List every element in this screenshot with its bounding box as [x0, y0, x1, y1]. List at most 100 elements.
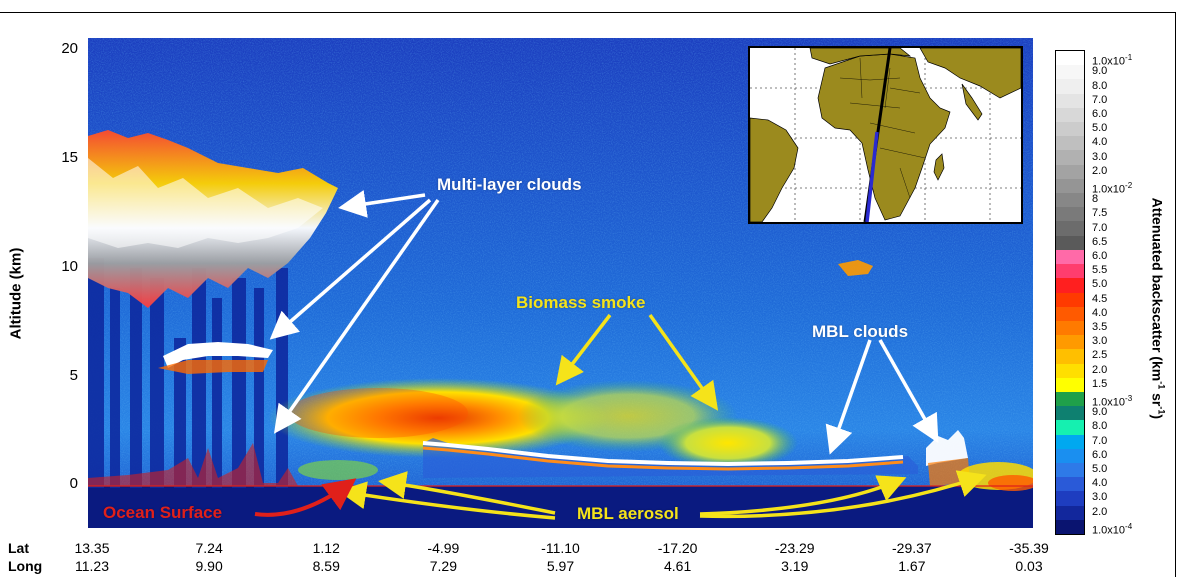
colorbar-tick-label: 4.0	[1092, 306, 1108, 319]
colorbar-segment	[1056, 278, 1084, 293]
y-tick-label: 0	[69, 475, 78, 493]
colorbar-tick-label: 8.0	[1092, 420, 1108, 433]
biomass-smoke-label: Biomass smoke	[516, 293, 646, 312]
colorbar-segment	[1056, 51, 1084, 66]
x-tick-label: -17.20	[657, 540, 698, 556]
colorbar-segment	[1056, 420, 1084, 436]
colorbar-segment	[1056, 320, 1084, 336]
colorbar-tick-label: 3.0	[1092, 335, 1108, 348]
x-row-label: Long	[8, 558, 43, 574]
colorbar-segment	[1056, 178, 1084, 194]
colorbar-segment	[1056, 448, 1084, 464]
colorbar-segment	[1056, 221, 1084, 237]
mbl-clouds-label: MBL clouds	[812, 322, 909, 341]
colorbar-segment	[1056, 207, 1084, 222]
colorbar-segment	[1056, 136, 1084, 151]
colorbar-segment	[1056, 306, 1084, 322]
colorbar-tick-label: 2.0	[1092, 505, 1108, 518]
backscatter-curtain-plot	[88, 38, 1033, 528]
x-tick-label: 7.29	[429, 558, 457, 574]
colorbar-segment	[1056, 363, 1084, 379]
colorbar-segment	[1056, 391, 1084, 407]
colorbar-tick-label: 6.0	[1092, 249, 1108, 262]
africa-landmass	[817, 53, 951, 221]
colorbar-segment	[1056, 122, 1084, 137]
x-tick-label: 4.61	[664, 558, 692, 574]
colorbar-tick-label: 4.0	[1092, 136, 1108, 149]
colorbar-segment	[1056, 335, 1084, 350]
colorbar-tick-label: 9.0	[1092, 406, 1108, 419]
colorbar-segment	[1056, 519, 1084, 535]
colorbar-segment	[1056, 349, 1084, 365]
y-tick-label: 15	[61, 148, 78, 166]
midlevel-cloud	[163, 342, 273, 368]
multi-layer-clouds-label: Multi-layer clouds	[437, 175, 582, 194]
colorbar-tick-label: 2.0	[1092, 164, 1108, 177]
colorbar-tick-label: 4.5	[1092, 292, 1108, 305]
asia-landmass	[919, 48, 1021, 99]
y-tick-label: 10	[61, 257, 78, 275]
colorbar	[1055, 50, 1085, 535]
colorbar-segment	[1056, 377, 1084, 393]
orbit-track-inset-map	[748, 46, 1023, 224]
colorbar-tick-label: 6.0	[1092, 107, 1108, 120]
colorbar-segment	[1056, 406, 1084, 421]
colorbar-segment	[1056, 107, 1084, 123]
colorbar-segment	[1056, 65, 1084, 80]
colorbar-segment	[1056, 477, 1084, 492]
colorbar-tick-label: 9.0	[1092, 65, 1108, 78]
colorbar-tick-label: 1.0x10-2	[1092, 180, 1133, 196]
x-tick-label: 7.24	[195, 540, 223, 556]
selected-track-segment	[865, 131, 879, 222]
x-tick-label: 0.03	[1015, 558, 1043, 574]
mbl-cloud-tops	[422, 441, 904, 467]
colorbar-tick-label: 2.0	[1092, 363, 1108, 376]
colorbar-tick-label: 1.0x10-3	[1092, 394, 1133, 409]
x-tick-label: 8.59	[312, 558, 340, 574]
y-tick-label: 5	[69, 366, 78, 384]
colorbar-tick-label: 1.5	[1092, 377, 1108, 390]
colorbar-tick-label: 7.0	[1092, 93, 1108, 106]
colorbar-tick-label: 7.0	[1092, 434, 1108, 447]
colorbar-segment	[1056, 491, 1084, 507]
colorbar-segment	[1056, 193, 1084, 208]
colorbar-segment	[1056, 164, 1084, 180]
colorbar-segment	[1056, 434, 1084, 450]
x-tick-label: -35.39	[1009, 540, 1049, 556]
x-tick-label: 5.97	[546, 558, 575, 574]
inset-map-svg	[750, 48, 1021, 222]
south-america-landmass	[750, 117, 799, 222]
colorbar-tick-label: 3.5	[1092, 321, 1108, 333]
x-tick-label: 9.90	[195, 558, 223, 574]
colorbar-segment	[1056, 264, 1084, 279]
x-tick-label: 13.35	[74, 540, 110, 556]
colorbar-segment	[1056, 150, 1084, 166]
colorbar-tick-label: 3.0	[1092, 491, 1108, 504]
mbl-aerosol-label: MBL aerosol	[577, 504, 679, 523]
colorbar-segment	[1056, 235, 1084, 251]
colorbar-tick-label: 1.0x10-1	[1092, 53, 1133, 68]
colorbar-tick-label: 5.0	[1092, 278, 1108, 291]
x-tick-label: 3.19	[781, 558, 809, 574]
x-tick-label: -11.10	[541, 540, 580, 556]
colorbar-tick-label: 7.0	[1092, 221, 1108, 234]
colorbar-segment	[1056, 249, 1084, 265]
colorbar-tick-label: 5.5	[1092, 264, 1108, 277]
curtain-svg	[88, 38, 1033, 528]
colorbar-segment	[1056, 292, 1084, 308]
colorbar-tick-label: 6.5	[1092, 235, 1108, 248]
biomass-smoke-south	[658, 417, 798, 469]
colorbar-segment	[1056, 79, 1084, 95]
colorbar-tick-label: 1.0x10-4	[1092, 521, 1133, 537]
colorbar-segment	[1056, 93, 1084, 109]
colorbar-tick-label: 4.0	[1092, 477, 1108, 490]
colorbar-tick-label: 3.0	[1092, 150, 1108, 163]
colorbar-segment	[1056, 505, 1084, 521]
x-tick-label: -4.99	[427, 540, 460, 556]
colorbar-tick-label: 5.0	[1092, 463, 1108, 476]
colorbar-segment	[1056, 462, 1084, 478]
figure-frame	[0, 12, 1176, 577]
colorbar-tick-label: 7.5	[1092, 207, 1108, 220]
x-tick-label: 1.12	[312, 540, 340, 556]
